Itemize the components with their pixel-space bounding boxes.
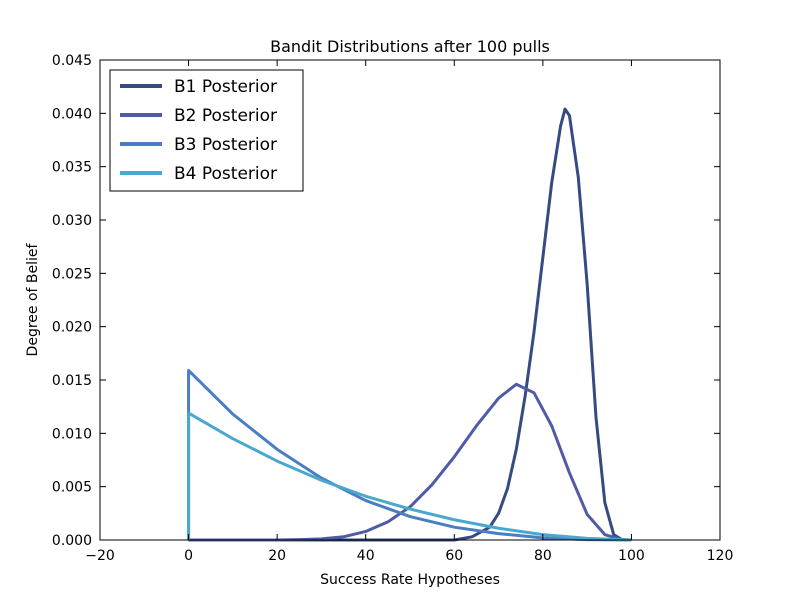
x-tick-label: −20 — [85, 548, 115, 564]
series-line-b1 — [188, 107, 632, 542]
legend-label-b4: B4 Posterior — [174, 164, 277, 184]
plot-frame — [99, 59, 721, 541]
y-tick-label: 0.005 — [52, 480, 92, 496]
axis-ticks: −20 0 20 40 60 80 100 120 0.000 0.005 0.010 0.015 0.… — [52, 53, 733, 564]
y-tick-label: 0.010 — [52, 426, 92, 442]
series-line-b2 — [188, 382, 632, 542]
legend-label-b1: B1 Posterior — [174, 77, 277, 97]
series-line-b4 — [187, 411, 632, 542]
x-tick-label: 20 — [268, 548, 286, 564]
x-axis-label: Success Rate Hypotheses — [320, 572, 500, 588]
legend: B1 Posterior B2 Posterior B3 Posterior B4 P… — [109, 69, 304, 192]
x-tick-label: 0 — [184, 548, 193, 564]
x-tick-label: 80 — [534, 548, 552, 564]
plot-area — [187, 107, 632, 542]
legend-label-b3: B3 Posterior — [174, 135, 277, 155]
chart-title: Bandit Distributions after 100 pulls — [270, 37, 550, 56]
x-tick-label: 120 — [707, 548, 734, 564]
x-tick-label: 40 — [357, 548, 375, 564]
y-tick-label: 0.030 — [52, 213, 92, 229]
y-tick-label: 0.000 — [52, 533, 92, 549]
x-tick-label: 60 — [445, 548, 463, 564]
series-line-b3 — [187, 368, 632, 542]
legend-box — [109, 69, 304, 192]
y-tick-label: 0.040 — [52, 106, 92, 122]
y-tick-label: 0.015 — [52, 373, 92, 389]
x-tick-label: 100 — [618, 548, 645, 564]
y-tick-label: 0.020 — [52, 320, 92, 336]
y-tick-label: 0.035 — [52, 160, 92, 176]
y-tick-label: 0.045 — [52, 53, 92, 69]
y-axis-label: Degree of Belief — [25, 242, 41, 356]
y-tick-label: 0.025 — [52, 266, 92, 282]
legend-label-b2: B2 Posterior — [174, 106, 277, 126]
